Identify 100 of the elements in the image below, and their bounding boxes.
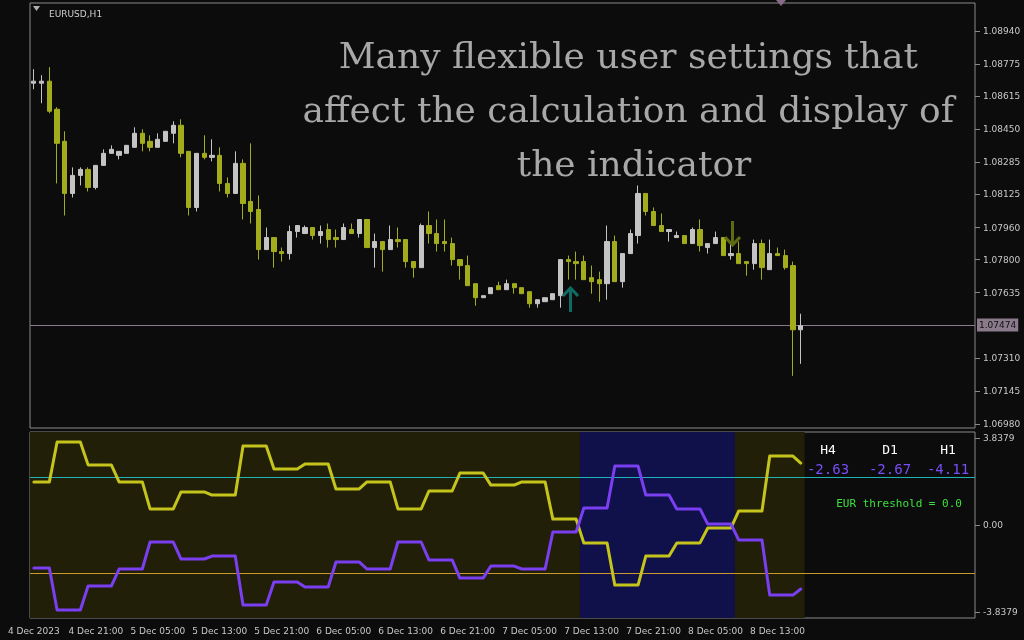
y-tick-label: 3.8379 [983,432,1015,443]
x-tick-label: 6 Dec 05:00 [316,625,372,636]
candlestick [109,144,114,154]
candlestick [628,229,633,255]
candlestick [659,213,664,233]
candlestick [279,247,284,263]
x-tick-label: 8 Dec 05:00 [688,625,744,636]
candlestick [264,227,269,251]
candlestick [178,118,184,158]
candlestick [666,229,672,243]
candlestick [116,150,122,160]
candlestick [651,206,656,227]
candlestick [434,219,439,253]
candlestick [566,255,571,281]
candlestick [47,66,52,114]
x-tick-label: 7 Dec 05:00 [502,625,558,636]
candlestick [573,251,579,281]
candlestick [357,219,362,239]
candlestick [496,281,501,291]
candlestick [194,152,199,212]
candlestick [550,293,555,301]
candlestick [465,255,470,287]
candlestick [186,150,191,216]
candlestick [697,219,703,253]
candlestick [635,184,641,245]
x-tick-label: 6 Dec 21:00 [440,625,496,636]
candlestick [302,225,308,235]
candlestick [248,142,253,225]
candlestick [744,261,749,277]
ref-line-label: 1.07474 [979,319,1017,330]
candlestick [713,231,718,245]
x-tick-label: 4 Dec 21:00 [68,625,124,636]
text: EURUSD,H1 [49,8,103,19]
candlestick [124,144,129,154]
x-tick-label: 5 Dec 13:00 [192,625,248,636]
candlestick [310,227,315,241]
annotation: EUR threshold = 0.0 [836,496,962,510]
candlestick [721,237,726,257]
candlestick [589,265,594,295]
candlestick [620,253,625,289]
candlestick [93,164,98,190]
candlestick [759,239,765,281]
candlestick [140,128,145,152]
candlestick [395,227,401,249]
annotation: -2.67 [868,461,912,477]
candlestick [31,68,36,90]
candlestick [426,210,432,245]
annotation: H4 [820,441,836,457]
candlestick [147,134,153,152]
candlestick [504,279,509,291]
line-series [32,464,803,612]
x-tick-label: 5 Dec 05:00 [130,625,186,636]
annotation: -2.63 [806,461,850,477]
candlestick [457,259,463,281]
candlestick [372,233,377,269]
candlestick [333,229,339,249]
candlestick [705,243,710,255]
y-tick-label: 1.07960 [983,222,1021,233]
candlestick [682,235,687,245]
candlestick [62,130,67,216]
candlestick [752,239,757,271]
candlestick [54,106,60,184]
candlestick [643,192,648,216]
candlestick [442,219,447,253]
candlestick [39,74,44,104]
candlestick [581,255,586,281]
annotation: H1 [940,441,956,457]
y-tick-label: 1.08615 [983,91,1021,102]
candlestick [388,225,393,251]
candlestick [450,237,455,267]
candlestick [326,223,331,249]
candlestick [527,291,532,309]
candlestick [512,283,517,295]
candlestick [558,259,563,309]
y-tick-label: 1.08125 [983,189,1021,200]
candlestick [256,194,261,261]
candlestick [535,299,540,309]
candlestick [488,287,493,295]
candlestick [728,243,734,261]
candlestick [209,138,215,162]
annotation: -4.11 [926,461,970,477]
candlestick [271,237,277,269]
candlestick [519,287,524,295]
candlestick [473,283,478,307]
candlestick [380,241,385,273]
y-tick-label: 1.07145 [983,385,1021,396]
candlestick [318,225,323,245]
y-tick-label: 0.00 [983,520,1004,530]
x-tick-label: 5 Dec 21:00 [254,625,310,636]
candlestick [604,225,610,301]
candlestick [767,239,772,271]
candlestick [612,235,617,283]
x-tick-label: 8 Dec 13:00 [750,625,806,636]
candlestick [775,247,780,257]
y-tick-label: 1.07310 [983,352,1021,363]
candlestick [736,241,741,265]
y-tick-label: 1.08285 [983,157,1021,168]
y-tick-label: 1.08940 [983,26,1021,37]
candlestick [295,225,300,239]
candlestick [132,126,137,148]
